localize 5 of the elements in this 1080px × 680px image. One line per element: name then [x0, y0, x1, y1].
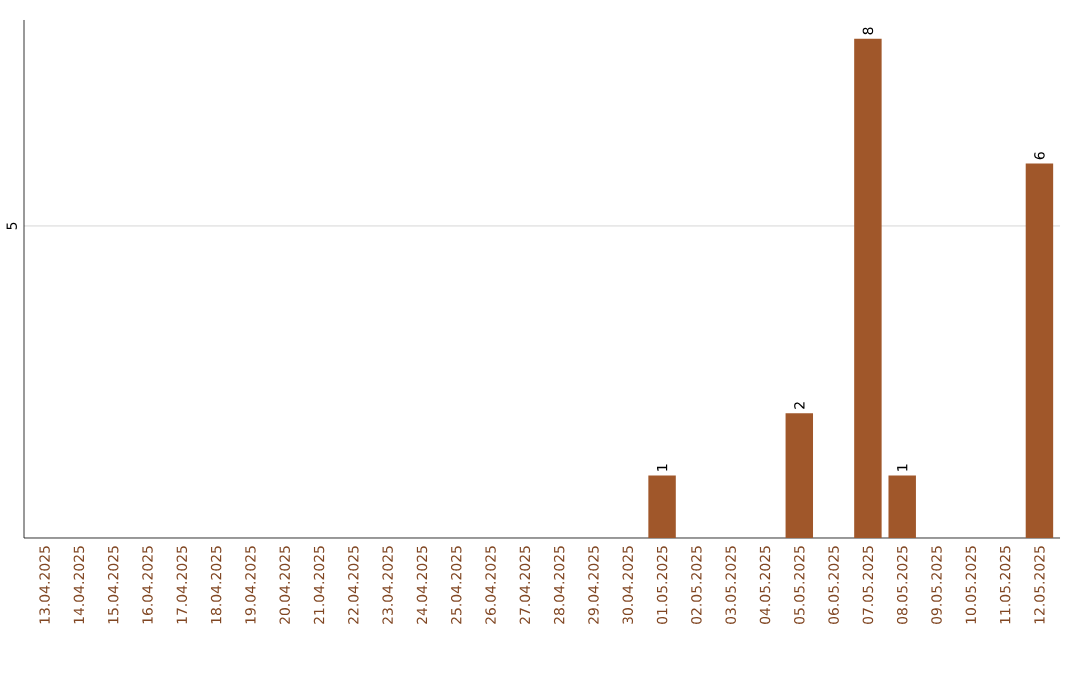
bar [1025, 163, 1054, 538]
bar [854, 38, 882, 538]
bar [785, 413, 814, 538]
bar [888, 475, 916, 538]
bar [648, 475, 676, 538]
